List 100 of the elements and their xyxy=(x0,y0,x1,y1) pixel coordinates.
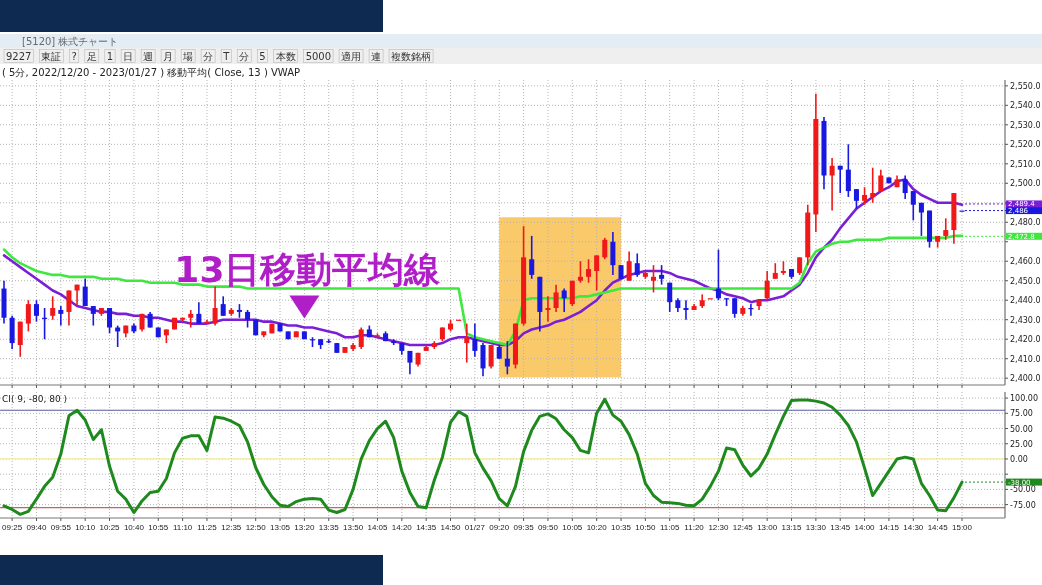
text: 日 xyxy=(123,51,134,62)
candlestick xyxy=(561,287,567,313)
x-tick-label: 15:00 xyxy=(951,523,973,532)
candlestick xyxy=(504,340,510,376)
x-tick-label: 10:55 xyxy=(148,523,169,532)
y-tick-label: 0.00 xyxy=(1010,454,1028,464)
text: 分 xyxy=(203,51,214,62)
x-tick-label: 12:35 xyxy=(221,523,242,532)
x-tick-label: 14:30 xyxy=(903,523,924,532)
x-tick-label: 14:50 xyxy=(440,523,462,532)
text: 連 xyxy=(371,51,382,62)
candlestick xyxy=(212,285,218,327)
x-tick-label: 12:30 xyxy=(708,523,729,532)
x-tick-label: 14:20 xyxy=(391,523,413,532)
candlestick xyxy=(17,320,23,358)
candlestick xyxy=(82,277,88,307)
candlestick xyxy=(650,264,657,294)
y-tick-label: 50.00 xyxy=(1010,424,1033,434)
text: T xyxy=(222,51,231,62)
y-tick-label: 75.00 xyxy=(1010,409,1033,419)
chart-title: [5120] 株式チャート xyxy=(22,36,119,47)
candlestick xyxy=(870,166,876,204)
x-tick-label: 09:50 xyxy=(537,523,559,532)
y-tick-label: 2,420.0 xyxy=(1010,335,1041,345)
text: 足 xyxy=(86,51,97,62)
candlestick xyxy=(107,307,113,335)
x-tick-label: 09:55 xyxy=(50,523,72,532)
candlestick xyxy=(732,297,738,319)
y-tick-label: -75.00 xyxy=(1010,500,1036,510)
candlestick xyxy=(464,322,470,364)
text: 月 xyxy=(163,51,174,62)
candlestick xyxy=(715,248,721,302)
candlestick xyxy=(90,305,96,327)
candlestick xyxy=(634,252,640,278)
x-tick-label: 09:35 xyxy=(513,523,535,532)
text: 適用 xyxy=(341,51,362,62)
y-tick-label: 2,520.0 xyxy=(1010,140,1041,150)
x-tick-label: 13:45 xyxy=(830,523,851,532)
candlestick xyxy=(50,295,56,321)
x-tick-label: 11:25 xyxy=(197,523,218,532)
candlestick xyxy=(569,279,575,307)
y-tick-label: 2,530.0 xyxy=(1010,120,1041,130)
x-tick-label: 11:10 xyxy=(172,523,193,532)
x-tick-label: 09:40 xyxy=(26,523,48,532)
candlestick xyxy=(529,235,535,280)
text: 場 xyxy=(182,51,194,62)
candlestick xyxy=(943,217,949,241)
candlestick xyxy=(553,283,559,313)
annotation: 13日移動平均線 xyxy=(174,248,442,290)
y-tick-label: 2,540.0 xyxy=(1010,101,1041,111)
candlestick xyxy=(910,190,916,222)
text: 複数銘柄 xyxy=(391,51,432,62)
y-tick-label: 25.00 xyxy=(1010,439,1033,449)
x-tick-label: 10:35 xyxy=(611,523,632,532)
y-tick-label: 2,450.0 xyxy=(1010,276,1041,286)
y-tick-label: 100.00 xyxy=(1010,394,1038,404)
candlestick xyxy=(488,344,494,370)
x-tick-label: 14:05 xyxy=(367,523,389,532)
candlestick xyxy=(764,270,770,302)
y-tick-label: 2,460.0 xyxy=(1010,257,1041,267)
y-tick-label: 2,550.0 xyxy=(1010,81,1041,91)
y-tick-label: -50.00 xyxy=(1010,485,1036,495)
text: 本数 xyxy=(275,51,296,62)
text: 5 xyxy=(259,51,266,62)
x-tick-label: 10:40 xyxy=(123,523,145,532)
candlestick xyxy=(659,264,665,286)
candlestick xyxy=(853,188,859,210)
candlestick xyxy=(918,201,924,237)
candlestick xyxy=(220,295,226,317)
candlestick xyxy=(545,295,551,323)
y-tick-label: 2,410.0 xyxy=(1010,354,1041,364)
x-tick-label: 13:50 xyxy=(343,523,364,532)
y-tick-label: 2,400.0 xyxy=(1010,374,1041,384)
x-tick-label: 10:50 xyxy=(635,523,656,532)
x-tick-label: 13:35 xyxy=(318,523,340,532)
y-tick-label: 2,500.0 xyxy=(1010,179,1041,189)
x-tick-label: 13:00 xyxy=(757,523,778,532)
candlestick xyxy=(837,164,843,194)
text: 週 xyxy=(143,51,154,62)
x-tick-label: 10:10 xyxy=(75,523,96,532)
text: 5000 xyxy=(305,51,332,62)
candlestick xyxy=(25,299,31,333)
candlestick xyxy=(480,342,486,378)
y-tick-label: 2,440.0 xyxy=(1010,296,1041,306)
chart-title: CI( 9, -80, 80 ) xyxy=(2,394,68,404)
x-tick-label: 11:20 xyxy=(684,523,705,532)
x-tick-label: 09:25 xyxy=(2,523,23,532)
candlestick xyxy=(358,326,364,350)
text: 東証 xyxy=(41,51,62,62)
candlestick xyxy=(58,305,64,327)
candlestick xyxy=(829,157,835,212)
text: 9227 xyxy=(6,51,32,62)
text: 1 xyxy=(106,51,114,62)
candlestick xyxy=(196,301,202,325)
candlestick xyxy=(602,237,608,261)
candlestick xyxy=(667,281,673,313)
x-tick-label: 14:35 xyxy=(416,523,437,532)
candlestick xyxy=(902,174,908,200)
y-tick-label: 2,510.0 xyxy=(1010,159,1041,169)
candlestick xyxy=(33,299,39,323)
